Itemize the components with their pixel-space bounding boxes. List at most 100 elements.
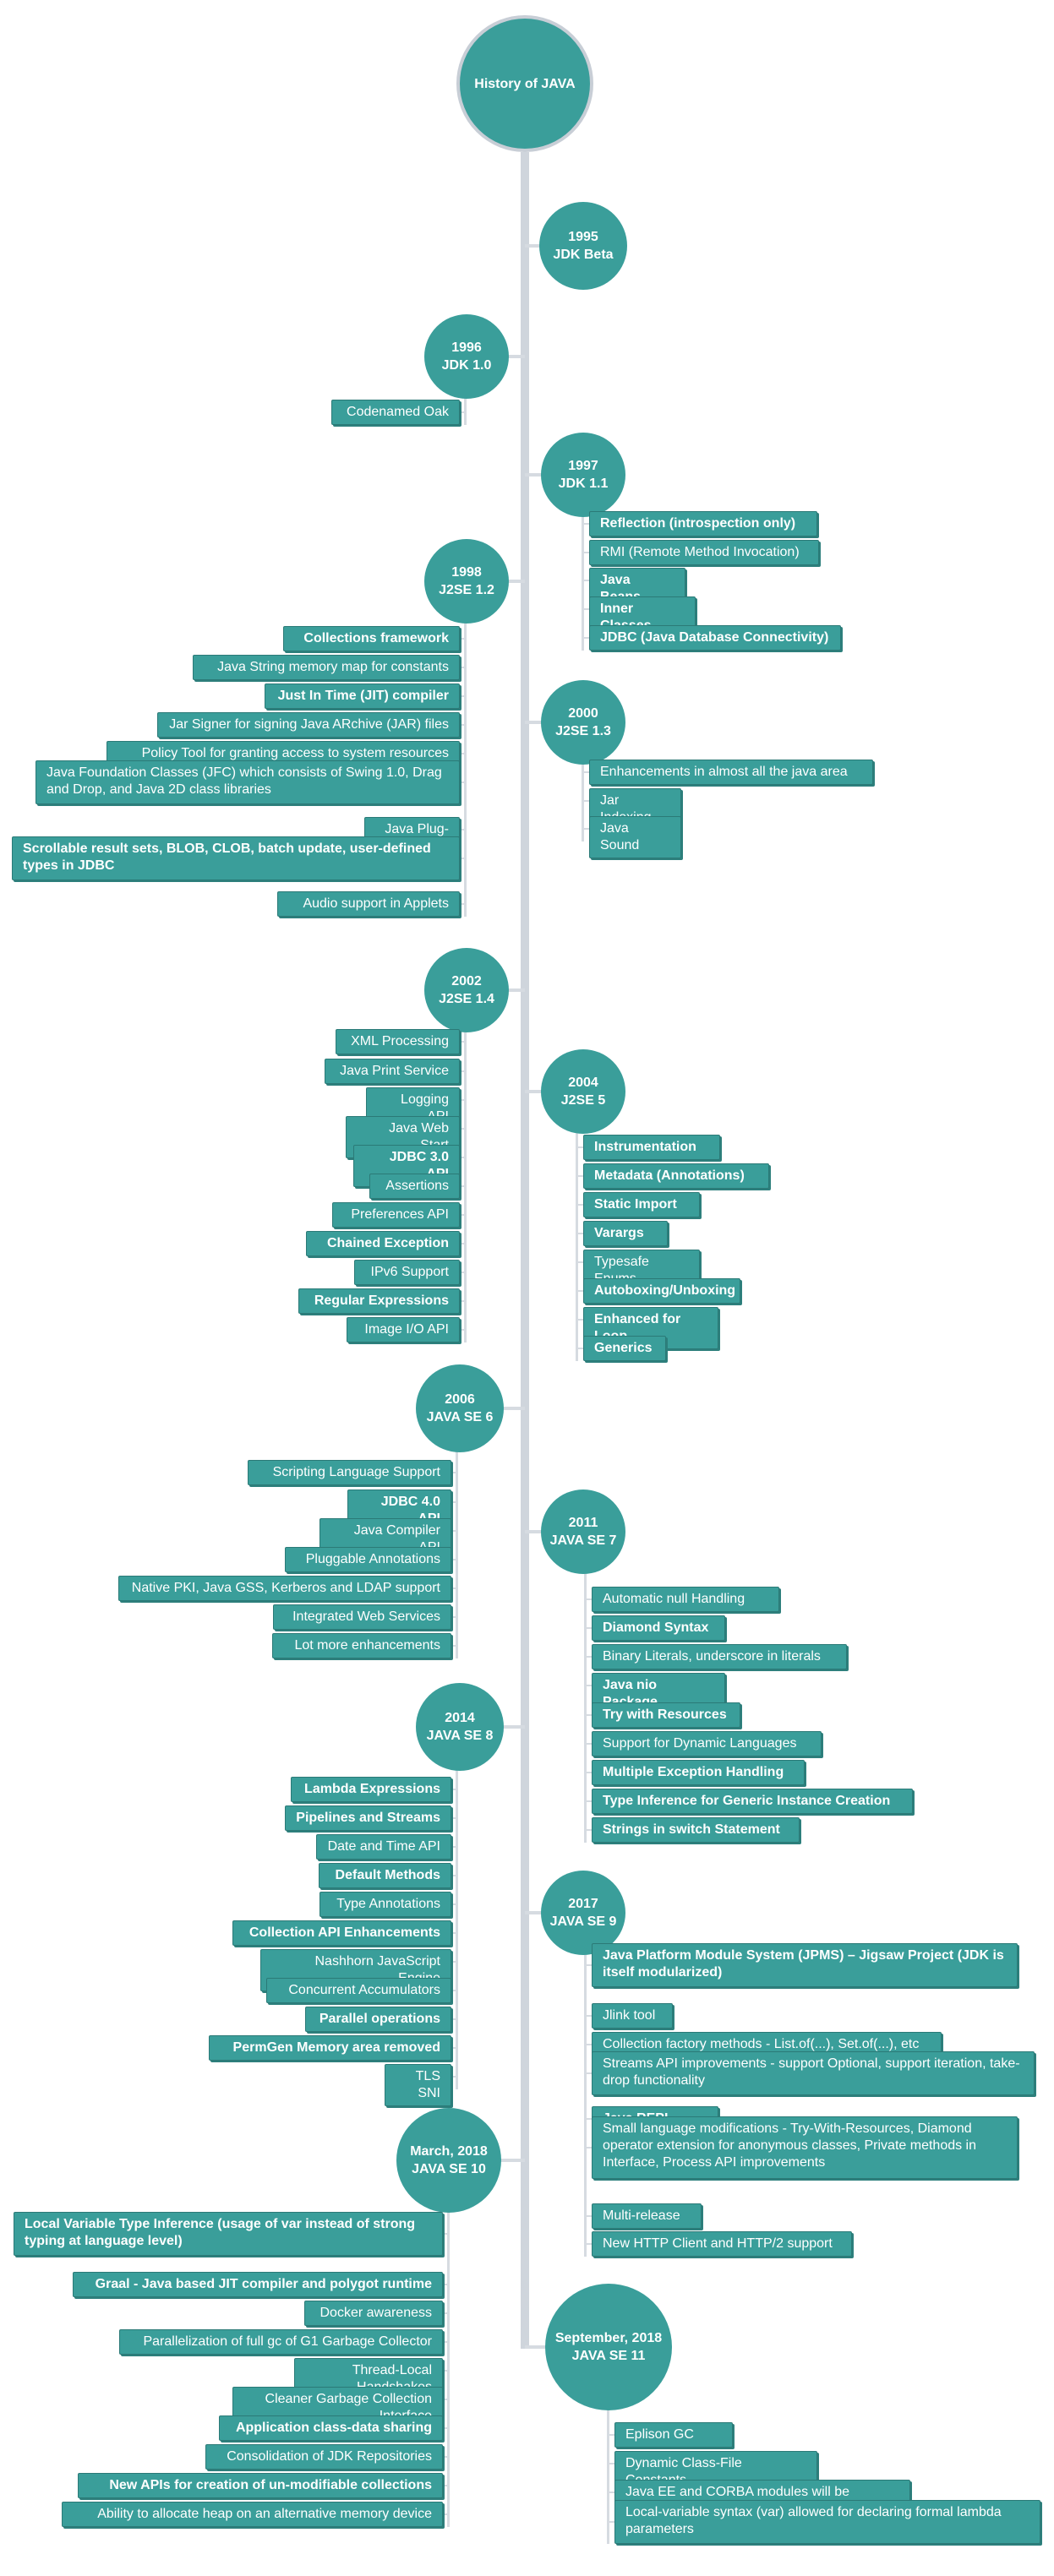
feature-item: Date and Time API — [316, 1834, 451, 1860]
release-version: JAVA SE 6 — [426, 1410, 494, 1424]
feature-item: Small language modifications - Try-With-… — [592, 2116, 1018, 2179]
feature-item: Parallelization of full gc of G1 Garbage… — [119, 2329, 443, 2355]
feature-item: Collection API Enhancements — [232, 1920, 451, 1946]
root-node: History of JAVA — [456, 15, 593, 152]
feature-item: Regular Expressions — [298, 1288, 460, 1314]
release-version: JDK Beta — [553, 248, 614, 262]
item-tick — [585, 1714, 592, 1716]
item-tick — [451, 1645, 456, 1647]
release-year: 2004 — [568, 1076, 598, 1090]
release-node: 1998 J2SE 1.2 — [424, 539, 509, 624]
item-tick — [460, 1157, 465, 1158]
feature-item: Graal - Java based JIT compiler and poly… — [73, 2272, 443, 2297]
item-tick — [460, 1214, 465, 1216]
item-tick — [585, 1800, 592, 1802]
feature-item: Jlink tool — [592, 2003, 673, 2029]
release-year: 1998 — [451, 565, 482, 580]
item-tick — [460, 829, 465, 831]
branch-line — [584, 1571, 587, 1843]
feature-item: New APIs for creation of un-modifiable c… — [78, 2473, 443, 2498]
release-year: 2014 — [445, 1711, 475, 1725]
release-version: J2SE 1.3 — [555, 724, 611, 738]
feature-item: Scripting Language Support — [248, 1460, 451, 1485]
item-tick — [460, 903, 465, 905]
item-tick — [582, 828, 589, 830]
item-tick — [585, 1772, 592, 1773]
release-version: JAVA SE 9 — [549, 1914, 617, 1929]
item-tick — [460, 1329, 465, 1331]
release-node: 2000 J2SE 1.3 — [541, 680, 625, 765]
item-tick — [451, 2018, 456, 2020]
item-tick — [443, 2485, 448, 2486]
item-tick — [451, 1903, 456, 1905]
feature-item: Diamond Syntax — [592, 1615, 725, 1641]
item-tick — [585, 2215, 592, 2217]
item-tick — [451, 2047, 456, 2049]
item-tick — [585, 2044, 592, 2045]
release-year: 2002 — [451, 974, 482, 988]
item-tick — [576, 1319, 583, 1321]
release-version: JAVA SE 10 — [412, 2162, 486, 2176]
release-version: JAVA SE 8 — [426, 1729, 494, 1743]
item-tick — [460, 638, 465, 640]
item-tick — [460, 695, 465, 697]
feature-item: Strings in switch Statement — [592, 1817, 800, 1843]
item-tick — [443, 2284, 448, 2285]
timeline-spine — [521, 152, 529, 2349]
item-tick — [451, 1961, 456, 1963]
branch-line — [464, 620, 467, 917]
item-tick — [585, 2147, 592, 2148]
feature-item: Application class-data sharing — [219, 2415, 443, 2441]
release-year: 2000 — [568, 706, 598, 721]
feature-item: Java Foundation Classes (JFC) which cons… — [35, 760, 460, 804]
release-node: 2004 J2SE 5 — [541, 1049, 625, 1134]
item-tick — [443, 2341, 448, 2343]
feature-item: XML Processing — [336, 1029, 460, 1054]
release-node: 2014 JAVA SE 8 — [416, 1683, 504, 1771]
feature-item: PermGen Memory area removed — [209, 2035, 451, 2061]
release-version: JAVA SE 11 — [571, 2349, 646, 2363]
branch-line — [582, 514, 584, 651]
item-tick — [576, 1146, 583, 1148]
item-tick — [443, 2233, 448, 2235]
item-tick — [585, 1656, 592, 1658]
release-version: JAVA SE 7 — [549, 1533, 617, 1548]
feature-item: Eplison GC — [614, 2422, 733, 2448]
item-tick — [608, 2463, 614, 2464]
root-title: History of JAVA — [474, 76, 576, 91]
item-tick — [451, 1616, 456, 1618]
release-year: 1995 — [568, 230, 598, 244]
release-label: 2014 JAVA SE 8 — [427, 1709, 494, 1745]
item-tick — [451, 1588, 456, 1589]
release-year: March, 2018 — [410, 2144, 488, 2159]
feature-item: Instrumentation — [583, 1135, 720, 1160]
release-node: March, 2018 JAVA SE 10 — [396, 2108, 501, 2213]
item-tick — [582, 552, 589, 553]
item-tick — [443, 2513, 448, 2515]
release-version: J2SE 1.4 — [439, 992, 494, 1006]
branch-line — [447, 2209, 450, 2527]
item-tick — [451, 1990, 456, 1991]
feature-item: Just In Time (JIT) compiler — [265, 683, 460, 709]
feature-item: Consolidation of JDK Repositories — [205, 2444, 443, 2470]
release-node: 1997 JDK 1.1 — [541, 433, 625, 517]
item-tick — [460, 1070, 465, 1072]
release-label: 2002 J2SE 1.4 — [439, 972, 494, 1008]
item-tick — [460, 1128, 465, 1130]
release-label: 1996 JDK 1.0 — [442, 339, 492, 374]
feature-item: Local Variable Type Inference (usage of … — [14, 2212, 443, 2256]
release-node: 2017 JAVA SE 9 — [541, 1871, 625, 1955]
item-tick — [585, 1627, 592, 1629]
branch-line — [584, 1952, 587, 2257]
feature-item: Autoboxing/Unboxing — [583, 1278, 740, 1304]
feature-item: Docker awareness — [304, 2301, 443, 2326]
item-tick — [608, 2492, 614, 2493]
feature-item: Multiple Exception Handling — [592, 1760, 805, 1785]
branch-line — [456, 1767, 458, 2089]
item-tick — [608, 2434, 614, 2436]
feature-item: Preferences API — [332, 1202, 460, 1228]
item-tick — [608, 2521, 614, 2523]
item-tick — [443, 2456, 448, 2458]
feature-item: Image I/O API — [347, 1317, 460, 1342]
